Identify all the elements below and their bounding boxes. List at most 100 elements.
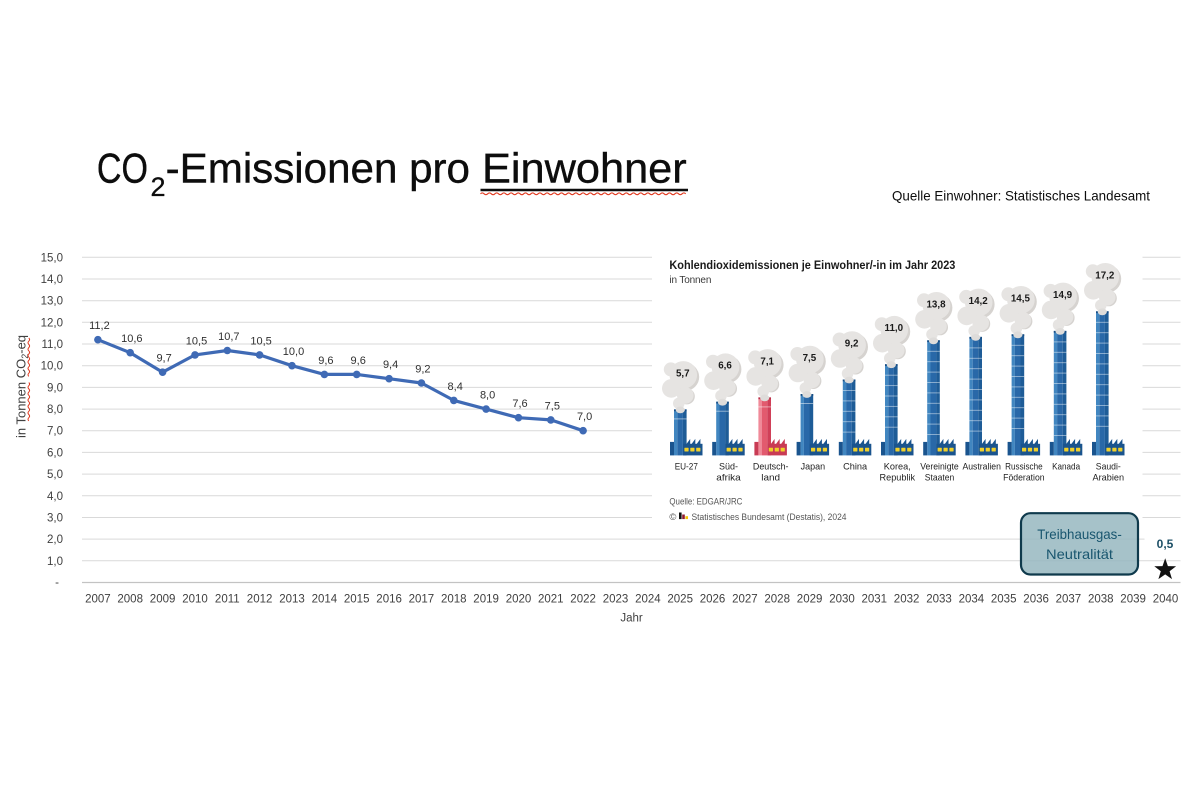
svg-text:Quelle: EDGAR/JRC: Quelle: EDGAR/JRC [669, 497, 742, 507]
svg-text:2020: 2020 [506, 594, 532, 606]
svg-text:Quelle Einwohner: Statistische: Quelle Einwohner: Statistisches Landesam… [892, 188, 1150, 204]
svg-text:EU-27: EU-27 [675, 461, 698, 472]
svg-text:9,6: 9,6 [318, 355, 333, 367]
svg-text:17,2: 17,2 [1095, 270, 1115, 281]
svg-text:Staaten: Staaten [925, 473, 955, 484]
svg-text:2028: 2028 [764, 594, 790, 606]
svg-text:10,6: 10,6 [121, 333, 142, 345]
svg-text:5,0: 5,0 [47, 469, 63, 481]
svg-text:0,5: 0,5 [1157, 537, 1174, 551]
svg-text:Russische: Russische [1005, 461, 1043, 472]
svg-text:2026: 2026 [700, 594, 726, 606]
svg-text:©: © [669, 512, 676, 523]
svg-text:11,2: 11,2 [89, 320, 110, 332]
svg-text:2036: 2036 [1023, 594, 1049, 606]
svg-text:1,0: 1,0 [47, 556, 63, 568]
svg-text:10,5: 10,5 [250, 335, 271, 347]
svg-text:6,0: 6,0 [47, 447, 63, 459]
svg-text:9,2: 9,2 [415, 364, 430, 376]
svg-text:Kohlendioxidemissionen je Einw: Kohlendioxidemissionen je Einwohner/-in … [669, 260, 955, 272]
svg-text:6,6: 6,6 [718, 361, 732, 372]
svg-text:Australien: Australien [962, 461, 1001, 472]
svg-text:2010: 2010 [182, 594, 208, 606]
svg-text:9,7: 9,7 [156, 353, 171, 365]
svg-text:9,2: 9,2 [845, 339, 859, 350]
svg-text:Treibhausgas-: Treibhausgas- [1037, 527, 1122, 542]
svg-text:afrika: afrika [716, 473, 741, 484]
svg-text:2023: 2023 [603, 594, 629, 606]
svg-text:Deutsch-: Deutsch- [753, 461, 789, 472]
svg-text:11,0: 11,0 [885, 323, 904, 334]
svg-text:10,0: 10,0 [41, 361, 63, 373]
svg-text:2017: 2017 [409, 594, 435, 606]
svg-text:2,0: 2,0 [47, 534, 63, 546]
svg-text:2034: 2034 [959, 594, 985, 606]
svg-text:15,0: 15,0 [41, 252, 63, 264]
svg-text:2015: 2015 [344, 594, 370, 606]
svg-text:Arabien: Arabien [1093, 473, 1125, 484]
svg-text:7,5: 7,5 [545, 400, 560, 412]
svg-text:2021: 2021 [538, 594, 564, 606]
svg-text:2030: 2030 [829, 594, 855, 606]
svg-text:China: China [843, 461, 868, 472]
svg-text:Korea,: Korea, [884, 461, 911, 472]
svg-text:14,0: 14,0 [41, 274, 63, 286]
svg-text:Föderation: Föderation [1003, 473, 1045, 484]
svg-text:3,0: 3,0 [47, 513, 63, 525]
svg-text:8,0: 8,0 [480, 390, 495, 402]
svg-text:2033: 2033 [926, 594, 952, 606]
svg-text:Jahr: Jahr [620, 613, 643, 625]
svg-text:2040: 2040 [1153, 594, 1179, 606]
svg-text:10,7: 10,7 [218, 331, 239, 343]
svg-text:2013: 2013 [279, 594, 305, 606]
svg-text:9,4: 9,4 [383, 359, 398, 371]
svg-text:10,5: 10,5 [186, 335, 207, 347]
svg-text:2024: 2024 [635, 594, 661, 606]
svg-text:7,0: 7,0 [47, 426, 63, 438]
svg-text:2035: 2035 [991, 594, 1017, 606]
svg-text:2008: 2008 [117, 594, 143, 606]
svg-text:Einwohner: Einwohner [482, 144, 687, 191]
svg-text:7,5: 7,5 [803, 353, 817, 364]
svg-text:4,0: 4,0 [47, 491, 63, 503]
svg-text:2012: 2012 [247, 594, 273, 606]
svg-text:2007: 2007 [85, 594, 111, 606]
svg-text:7,6: 7,6 [512, 398, 527, 410]
svg-text:12,0: 12,0 [41, 317, 63, 329]
svg-text:Japan: Japan [801, 461, 826, 472]
svg-text:2018: 2018 [441, 594, 467, 606]
svg-text:8,0: 8,0 [47, 404, 63, 416]
svg-text:7,1: 7,1 [760, 356, 774, 367]
svg-text:13,0: 13,0 [41, 296, 63, 308]
svg-text:Statistisches Bundesamt (Desta: Statistisches Bundesamt (Destatis), 2024 [692, 512, 847, 523]
svg-text:Süd-: Süd- [719, 461, 738, 472]
svg-text:9,0: 9,0 [47, 382, 63, 394]
svg-text:2025: 2025 [667, 594, 693, 606]
svg-text:2011: 2011 [215, 594, 240, 606]
svg-text:2031: 2031 [862, 594, 888, 606]
svg-text:11,0: 11,0 [41, 339, 63, 351]
svg-text:2022: 2022 [570, 594, 596, 606]
svg-text:2027: 2027 [732, 594, 758, 606]
svg-text:Kanada: Kanada [1052, 461, 1081, 472]
svg-text:7,0: 7,0 [577, 411, 592, 423]
svg-text:-: - [55, 577, 59, 589]
svg-text:8,4: 8,4 [448, 381, 463, 393]
svg-text:14,2: 14,2 [969, 296, 989, 307]
svg-text:Neutralität: Neutralität [1046, 547, 1113, 562]
svg-text:14,9: 14,9 [1053, 290, 1073, 301]
svg-text:2: 2 [151, 172, 166, 202]
svg-text:2019: 2019 [473, 594, 499, 606]
svg-text:-Emissionen pro: -Emissionen pro [166, 144, 470, 191]
svg-text:2032: 2032 [894, 594, 920, 606]
svg-text:2037: 2037 [1056, 594, 1082, 606]
svg-text:2014: 2014 [312, 594, 338, 606]
svg-text:land: land [761, 473, 780, 484]
svg-text:13,8: 13,8 [926, 299, 946, 310]
svg-text:10,0: 10,0 [283, 346, 304, 358]
svg-text:Republik: Republik [880, 473, 916, 484]
svg-text:14,5: 14,5 [1011, 293, 1031, 304]
svg-text:5,7: 5,7 [676, 368, 690, 379]
svg-text:in Tonnen CO2-eq: in Tonnen CO2-eq [14, 335, 31, 438]
svg-text:Vereinigte: Vereinigte [920, 461, 959, 472]
